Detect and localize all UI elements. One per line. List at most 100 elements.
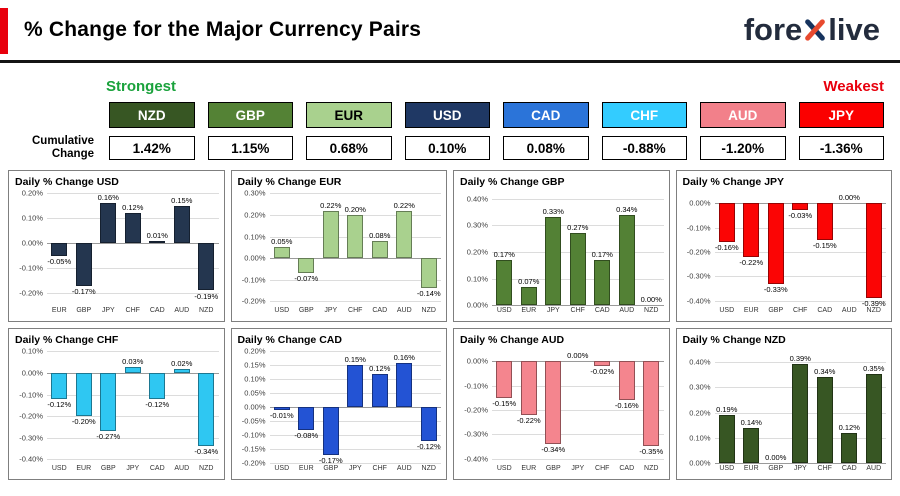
bar-column-gbp: -0.27% (96, 351, 121, 463)
gridline (714, 300, 886, 302)
bar-value-label: -0.15% (492, 398, 517, 408)
bar-columns-gbp: 0.17% 0.07% 0.33% 0.27% 0.17% 0.34% 0.00% (492, 193, 664, 306)
bar-value-label: 0.34% (814, 366, 836, 376)
x-label-gbp: GBP (768, 465, 784, 473)
y-axis-cad: 0.20% 0.15% 0.10% 0.05% 0.00% -0.05% -0.10% -0.… (237, 347, 270, 468)
chart-title-eur: Daily % Change EUR (237, 176, 342, 189)
bar-column-chf: -0.03% (788, 193, 813, 305)
bar-columns-eur: 0.05% -0.07% 0.22% 0.20% 0.08% 0.22% -0.14% (270, 193, 442, 305)
x-label-nzd: NZD (421, 307, 436, 315)
gridline (492, 458, 664, 460)
bar-jpy-vs-nzd (865, 203, 882, 299)
x-label-eur: EUR (521, 465, 537, 473)
currency-box-nzd: NZD (109, 102, 195, 128)
chart-title-nzd: Daily % Change NZD (682, 334, 786, 347)
bar-column-jpy: 0.16% (96, 193, 121, 305)
y-tick-label: 0.00% (689, 198, 711, 208)
bar-column-eur: -0.20% (72, 351, 97, 463)
page-title: % Change for the Major Currency Pairs (24, 18, 422, 41)
bar-gbp-vs-aud (618, 214, 635, 306)
charts-grid: Daily % Change USD 0.20% 0.10% 0.00% -0.10% -… (0, 161, 900, 488)
bar-column-chf: 0.20% (343, 193, 368, 305)
gridline (47, 292, 219, 294)
x-label-jpy: JPY (348, 465, 362, 473)
cumulative-value-eur: 0.68% (306, 136, 392, 161)
x-label-usd: USD (496, 307, 512, 315)
bar-nzd-vs-usd (718, 415, 735, 464)
bar-nzd-vs-eur (743, 427, 760, 464)
x-label-nzd: NZD (644, 307, 659, 315)
bar-columns-chf: -0.12% -0.20% -0.27% 0.03% -0.12% 0.02% -0.34% (47, 351, 219, 463)
bar-value-label: -0.19% (194, 291, 219, 301)
y-tick-label: 0.20% (244, 210, 266, 220)
chart-body-chf: 0.10% 0.00% -0.10% -0.20% -0.30% -0.40% -0.12%… (14, 347, 219, 464)
gridline (714, 251, 886, 253)
bar-cad-vs-jpy (347, 365, 364, 408)
bar-column-gbp: -0.17% (319, 351, 344, 465)
bar-value-label: -0.14% (416, 289, 441, 299)
gridline (47, 351, 219, 353)
bar-value-label: -0.16% (614, 401, 639, 411)
bar-usd-vs-eur (51, 243, 68, 256)
header-accent-bar (0, 8, 8, 54)
chart-title-usd: Daily % Change USD (15, 176, 119, 189)
cumulative-value-cad: 0.08% (503, 136, 589, 161)
plot-area-cad: -0.01% -0.08% -0.17% 0.15% 0.12% 0.16% -0.12% (269, 351, 442, 465)
bar-columns-jpy: -0.16% -0.22% -0.33% -0.03% -0.15% 0.00% -0.39… (715, 193, 887, 308)
bar-usd-vs-jpy (100, 203, 117, 244)
x-label-cad: CAD (149, 307, 165, 315)
y-tick-label: 0.10% (466, 274, 488, 284)
y-tick-label: -0.30% (686, 271, 711, 281)
bar-cad-vs-eur (298, 407, 315, 430)
gridline (269, 463, 441, 465)
bar-value-label: 0.34% (616, 204, 638, 214)
bar-value-label: -0.12% (145, 399, 170, 409)
x-label-gbp: GBP (545, 465, 561, 473)
bar-value-label: -0.15% (812, 240, 837, 250)
zero-gridline (714, 463, 886, 465)
currency-box-eur: EUR (306, 102, 392, 128)
gridline (269, 351, 441, 353)
bar-value-label: 0.00% (567, 351, 589, 361)
x-label-aud: AUD (396, 307, 412, 315)
zero-gridline (492, 305, 664, 307)
x-label-jpy: JPY (793, 465, 807, 473)
x-label-cad: CAD (372, 307, 388, 315)
bar-jpy-vs-usd (718, 203, 735, 243)
bar-columns-nzd: 0.19% 0.14% 0.00% 0.39% 0.34% 0.12% 0.35% (715, 351, 887, 464)
bar-value-label: 0.12% (369, 363, 391, 373)
bar-column-nzd: -0.39% (862, 193, 887, 308)
bar-aud-vs-usd (496, 361, 513, 398)
bar-column-aud: 0.16% (392, 351, 417, 463)
x-label-chf: CHF (348, 307, 363, 315)
bar-chf-vs-jpy (124, 366, 141, 373)
y-tick-label: 0.15% (244, 360, 266, 370)
x-label-usd: USD (719, 307, 735, 315)
bar-cad-vs-aud (396, 362, 413, 408)
gridline (492, 198, 664, 200)
bar-value-label: -0.17% (71, 286, 96, 296)
bar-value-label: 0.00% (838, 193, 860, 203)
bar-value-label: 0.22% (320, 200, 342, 210)
x-label-jpy: JPY (324, 307, 338, 315)
x-label-aud: AUD (174, 307, 190, 315)
gridline (269, 449, 441, 451)
bar-value-label: 0.12% (122, 203, 144, 213)
y-tick-label: -0.20% (686, 247, 711, 257)
strongest-label: Strongest (106, 78, 177, 95)
cumulative-ranking-table: NZD GBP EUR USD CAD CHF AUD JPY Cumulative Change… (0, 102, 900, 161)
y-axis-nzd: 0.40% 0.30% 0.20% 0.10% 0.00% (682, 351, 715, 468)
bar-column-cad: -0.12% (145, 351, 170, 463)
bar-usd-vs-nzd (198, 243, 215, 291)
bar-nzd-vs-cad (841, 432, 858, 464)
x-label-eur: EUR (521, 307, 537, 315)
currency-box-jpy: JPY (798, 102, 884, 128)
x-label-eur: EUR (743, 307, 759, 315)
header: % Change for the Major Currency Pairs fo… (0, 0, 900, 63)
chart-panel-usd: Daily % Change USD 0.20% 0.10% 0.00% -0.10% -… (8, 170, 225, 323)
bar-value-label: 0.12% (838, 422, 860, 432)
y-tick-label: -0.10% (241, 430, 266, 440)
bar-column-nzd: -0.12% (417, 351, 442, 463)
bar-column-usd: 0.17% (492, 193, 517, 306)
y-tick-label: 0.20% (689, 408, 711, 418)
